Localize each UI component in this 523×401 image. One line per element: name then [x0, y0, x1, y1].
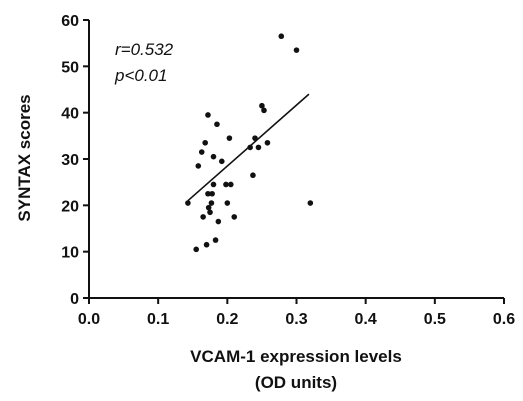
data-point — [193, 246, 200, 253]
x-axis-title-line2: (OD units) — [255, 373, 337, 392]
data-point — [202, 139, 208, 146]
x-tick-label: 0.4 — [355, 311, 377, 328]
data-point — [214, 121, 220, 128]
data-point — [261, 107, 267, 114]
x-tick-label: 0.1 — [147, 311, 169, 328]
data-point — [205, 204, 212, 211]
data-point — [208, 200, 215, 206]
data-point — [203, 241, 210, 248]
data-point — [227, 181, 234, 188]
data-point — [195, 163, 202, 169]
x-tick-label: 0.0 — [78, 311, 100, 328]
x-tick-label: 0.2 — [216, 311, 238, 328]
data-point — [200, 214, 206, 220]
data-point — [219, 158, 225, 165]
data-point — [293, 47, 300, 53]
data-point — [223, 181, 229, 188]
x-tick-label: 0.6 — [493, 311, 515, 328]
annotation-p: p<0.01 — [114, 66, 167, 85]
data-point — [207, 209, 213, 216]
data-point — [224, 200, 231, 206]
x-axis-title-line1: VCAM-1 expression levels — [190, 347, 402, 366]
y-axis-title: SYNTAX scores — [15, 94, 34, 221]
axes — [88, 20, 504, 299]
x-tick-label: 0.5 — [424, 311, 446, 328]
y-tick-label: 0 — [70, 291, 79, 308]
y-tick-label: 40 — [61, 106, 79, 123]
annotation-r: r=0.532 — [115, 40, 174, 59]
data-point — [307, 200, 314, 206]
data-point — [255, 144, 262, 151]
data-point — [198, 149, 205, 155]
data-point — [226, 135, 233, 141]
y-tick-label: 50 — [61, 59, 79, 76]
y-tick-label: 20 — [61, 198, 79, 215]
y-tick-label: 10 — [61, 245, 79, 262]
data-point — [250, 172, 256, 179]
trend-line — [187, 93, 310, 202]
data-point — [205, 190, 211, 197]
y-ticks: 0 10 20 30 40 50 60 — [61, 13, 89, 308]
y-tick-label: 60 — [61, 13, 79, 30]
y-tick-label: 30 — [61, 152, 79, 169]
data-point — [215, 218, 222, 225]
x-ticks: 0.0 0.1 0.2 0.3 0.4 0.5 0.6 — [78, 298, 515, 328]
data-point — [247, 144, 253, 151]
data-point — [209, 190, 215, 197]
data-point — [185, 200, 191, 206]
data-point — [278, 33, 285, 40]
data-point — [212, 237, 219, 243]
data-point — [231, 214, 238, 220]
x-tick-label: 0.3 — [285, 311, 307, 328]
data-points — [185, 33, 314, 253]
data-point — [205, 112, 211, 118]
data-point — [210, 153, 217, 160]
data-point — [259, 102, 265, 109]
data-point — [264, 139, 271, 146]
data-point — [210, 181, 217, 188]
